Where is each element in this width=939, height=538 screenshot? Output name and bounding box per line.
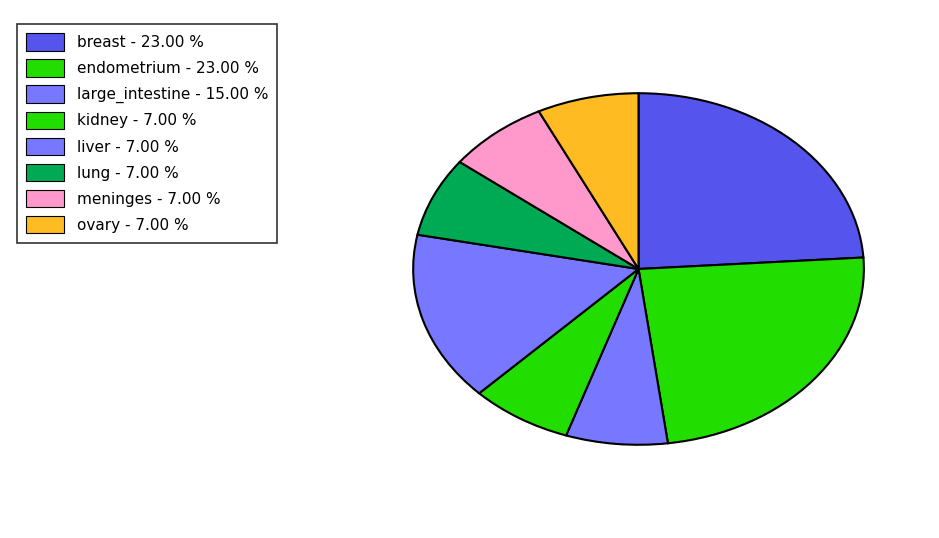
Wedge shape bbox=[460, 111, 639, 269]
Legend: breast - 23.00 %, endometrium - 23.00 %, large_intestine - 15.00 %, kidney - 7.0: breast - 23.00 %, endometrium - 23.00 %,… bbox=[17, 24, 277, 243]
Wedge shape bbox=[539, 93, 639, 269]
Wedge shape bbox=[413, 235, 639, 393]
Wedge shape bbox=[479, 269, 639, 435]
Wedge shape bbox=[566, 269, 668, 445]
Wedge shape bbox=[639, 93, 863, 269]
Wedge shape bbox=[639, 258, 864, 443]
Wedge shape bbox=[418, 162, 639, 269]
